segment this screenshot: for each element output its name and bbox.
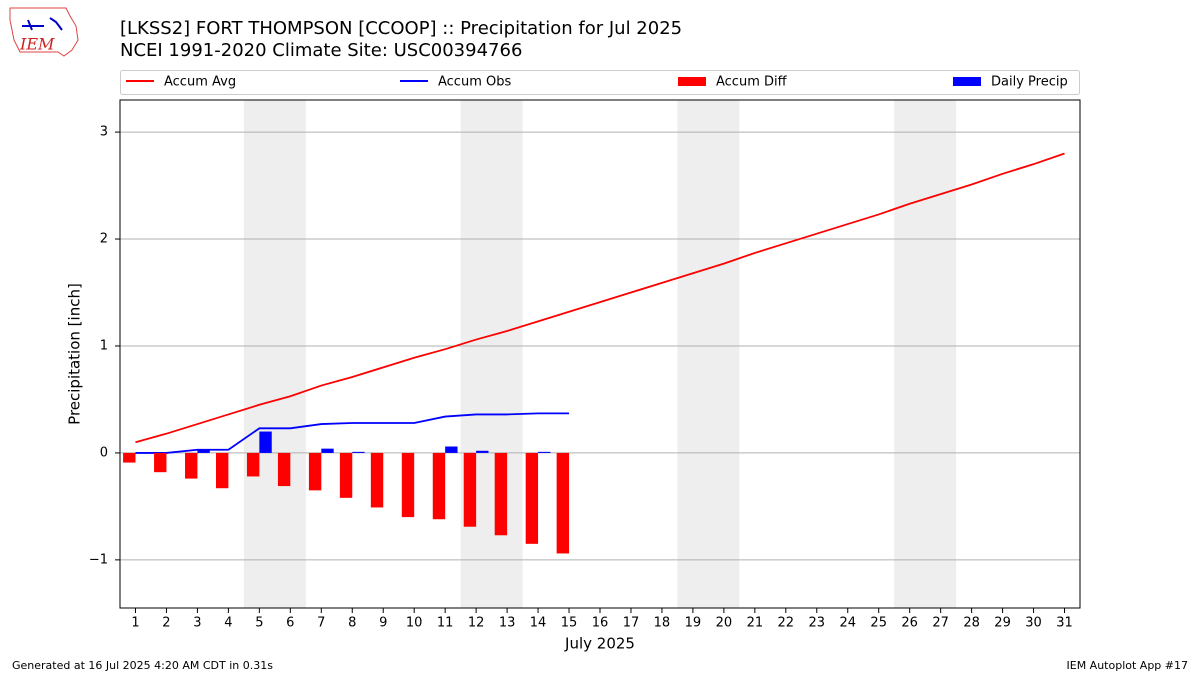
x-tick-label: 5 (255, 616, 263, 631)
x-tick-label: 30 (1025, 616, 1042, 631)
logo: IEM (9, 7, 79, 57)
bar (185, 452, 198, 479)
x-tick-label: 7 (317, 616, 325, 631)
bar (538, 451, 551, 453)
bar (556, 452, 570, 554)
bar (494, 452, 508, 536)
x-tick-label: 19 (685, 616, 702, 631)
bar (123, 452, 136, 463)
legend-label: Accum Avg (164, 75, 236, 90)
x-tick-label: 31 (1056, 616, 1073, 631)
y-tick-label: 0 (100, 445, 108, 460)
x-tick-label: 3 (193, 616, 201, 631)
x-tick-label: 8 (348, 616, 356, 631)
bar (216, 452, 229, 489)
bar (259, 431, 272, 453)
bar (401, 452, 415, 518)
x-tick-label: 24 (839, 616, 856, 631)
x-tick-label: 27 (932, 616, 949, 631)
legend-label: Accum Obs (438, 75, 511, 90)
weekend-shade (243, 100, 306, 608)
bar (339, 452, 353, 498)
bar (370, 452, 384, 508)
chart-subtitle: NCEI 1991-2020 Climate Site: USC00394766 (120, 40, 522, 61)
bar (154, 452, 167, 473)
bar (277, 452, 291, 487)
logo-text: IEM (19, 35, 55, 54)
bar (197, 449, 210, 453)
bar (352, 451, 365, 453)
x-tick-label: 21 (747, 616, 764, 631)
footer-left: Generated at 16 Jul 2025 4:20 AM CDT in … (12, 659, 273, 672)
weekend-shade (460, 100, 523, 608)
x-tick-label: 16 (592, 616, 609, 631)
x-tick-label: 28 (963, 616, 980, 631)
weekend-shade (894, 100, 957, 608)
line (135, 152, 1065, 444)
legend-label: Daily Precip (991, 75, 1068, 90)
x-tick-label: 17 (623, 616, 640, 631)
x-tick-label: 29 (994, 616, 1011, 631)
x-tick-label: 23 (809, 616, 826, 631)
y-tick-label: −1 (89, 552, 108, 567)
bar (463, 452, 477, 527)
y-tick-label: 2 (100, 232, 108, 247)
x-tick-label: 25 (870, 616, 887, 631)
plot-frame (119, 99, 1081, 609)
bar (432, 452, 446, 520)
x-tick-label: 2 (162, 616, 170, 631)
x-tick-label: 9 (379, 616, 387, 631)
footer-right: IEM Autoplot App #17 (1067, 659, 1189, 672)
x-tick-label: 11 (437, 616, 454, 631)
y-tick-label: 3 (100, 125, 108, 140)
x-tick-label: 1 (131, 616, 139, 631)
x-tick-label: 4 (224, 616, 232, 631)
x-tick-label: 6 (286, 616, 294, 631)
legend-label: Accum Diff (716, 75, 788, 90)
x-axis-label: July 2025 (564, 635, 635, 653)
x-tick-label: 12 (468, 616, 485, 631)
bar (321, 448, 334, 453)
x-tick-label: 15 (561, 616, 578, 631)
legend-swatch (678, 77, 706, 86)
y-axis-label: Precipitation [inch] (66, 283, 84, 425)
bar (445, 446, 458, 453)
y-tick-label: 1 (100, 338, 108, 353)
x-tick-label: 14 (530, 616, 547, 631)
bar (476, 450, 489, 453)
logo-outline (9, 7, 79, 57)
x-tick-label: 22 (778, 616, 795, 631)
weekend-shade (677, 100, 740, 608)
legend-box (120, 70, 1080, 95)
x-tick-label: 18 (654, 616, 671, 631)
x-tick-label: 10 (406, 616, 423, 631)
chart-title: [LKSS2] FORT THOMPSON [CCOOP] :: Precipi… (120, 18, 682, 39)
bar (308, 452, 322, 491)
x-tick-label: 26 (901, 616, 918, 631)
logo-icon (22, 17, 63, 31)
x-tick-label: 13 (499, 616, 516, 631)
legend-swatch (953, 77, 981, 86)
bar (246, 452, 260, 477)
bar (525, 452, 539, 544)
x-tick-label: 20 (716, 616, 733, 631)
